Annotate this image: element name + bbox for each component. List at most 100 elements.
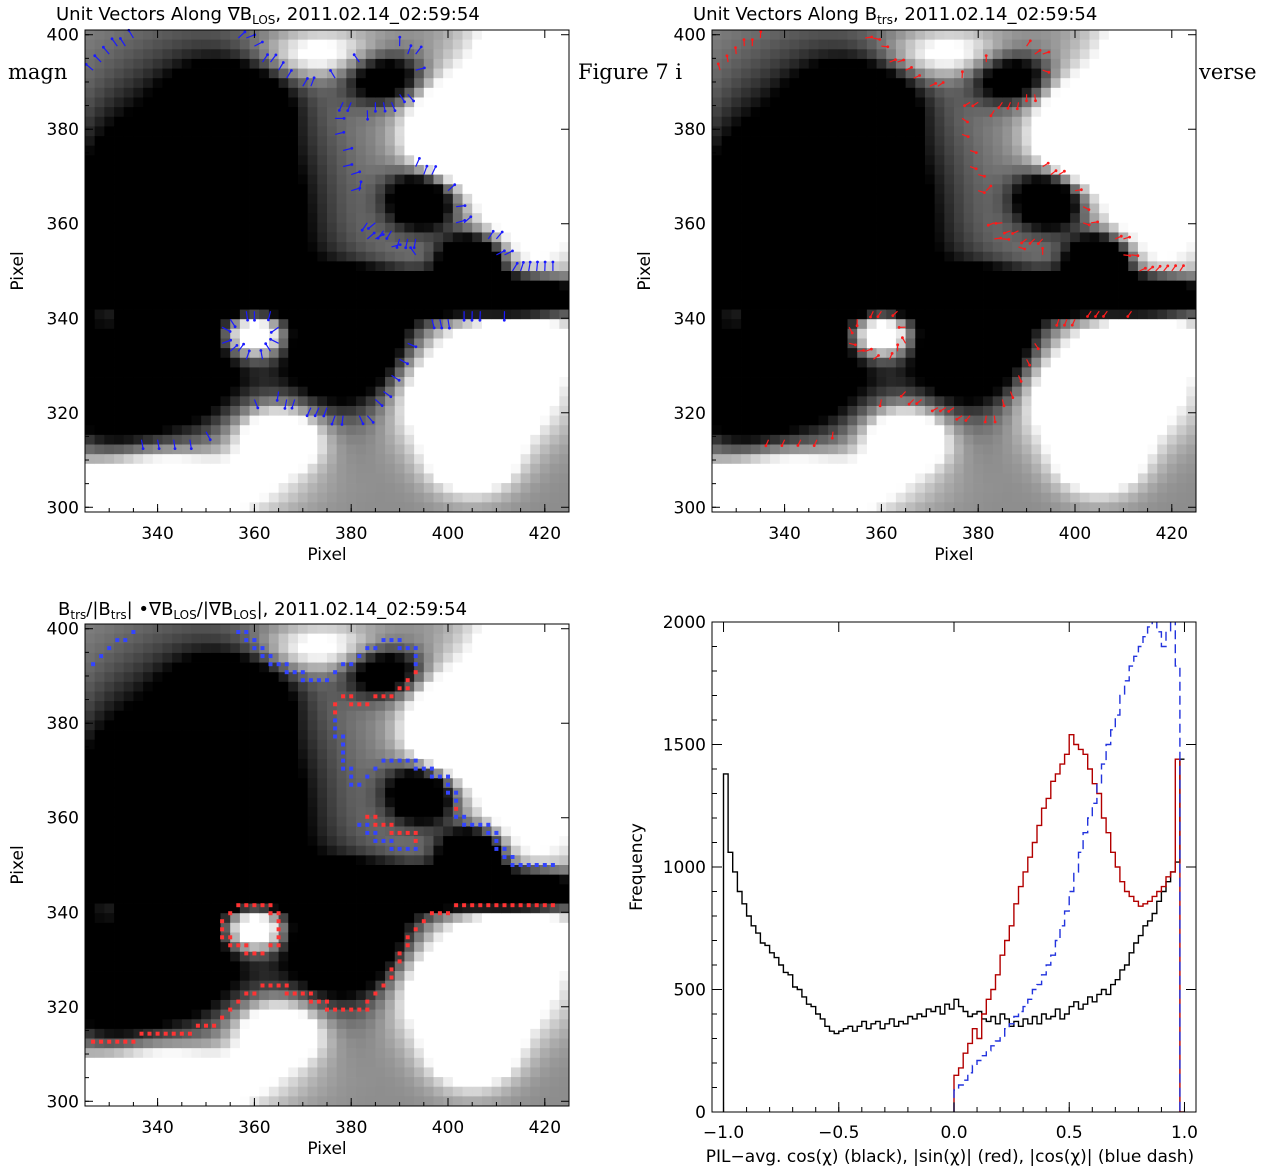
image-pixel bbox=[559, 328, 570, 339]
image-pixel bbox=[905, 136, 916, 147]
image-pixel bbox=[85, 49, 96, 60]
image-pixel bbox=[818, 328, 829, 339]
image-pixel bbox=[452, 405, 463, 416]
image-pixel bbox=[1089, 396, 1100, 407]
image-pixel bbox=[1031, 444, 1042, 455]
image-pixel bbox=[520, 454, 531, 465]
image-pixel bbox=[114, 30, 125, 41]
image-pixel bbox=[1079, 87, 1090, 98]
image-pixel bbox=[530, 222, 541, 233]
image-pixel bbox=[750, 107, 761, 118]
image-pixel bbox=[414, 136, 425, 147]
image-pixel bbox=[741, 126, 752, 137]
image-pixel bbox=[423, 309, 434, 320]
image-pixel bbox=[1002, 30, 1013, 41]
image-pixel bbox=[721, 386, 732, 397]
image-pixel bbox=[886, 39, 897, 50]
image-pixel bbox=[789, 357, 800, 368]
image-pixel bbox=[452, 319, 463, 330]
image-pixel bbox=[501, 319, 512, 330]
image-pixel bbox=[114, 357, 125, 368]
image-pixel bbox=[268, 502, 279, 513]
image-pixel bbox=[895, 367, 906, 378]
image-pixel bbox=[152, 251, 163, 262]
image-pixel bbox=[210, 193, 221, 204]
image-pixel bbox=[1041, 78, 1052, 89]
image-pixel bbox=[162, 49, 173, 60]
image-pixel bbox=[356, 319, 367, 330]
image-pixel bbox=[288, 415, 299, 426]
image-pixel bbox=[510, 483, 521, 494]
image-pixel bbox=[1031, 502, 1042, 513]
image-pixel bbox=[721, 49, 732, 60]
image-pixel bbox=[307, 251, 318, 262]
image-pixel bbox=[1041, 473, 1052, 484]
image-pixel bbox=[1089, 280, 1100, 291]
image-pixel bbox=[510, 405, 521, 416]
image-pixel bbox=[1002, 78, 1013, 89]
image-pixel bbox=[259, 338, 270, 349]
image-pixel bbox=[1108, 107, 1119, 118]
vector-arrow bbox=[447, 319, 450, 329]
image-pixel bbox=[559, 164, 570, 175]
image-pixel bbox=[123, 68, 134, 79]
image-pixel bbox=[770, 136, 781, 147]
image-pixel bbox=[423, 136, 434, 147]
image-pixel bbox=[123, 87, 134, 98]
image-pixel bbox=[934, 415, 945, 426]
image-pixel bbox=[104, 242, 115, 253]
image-pixel bbox=[1002, 97, 1013, 108]
image-pixel bbox=[201, 174, 212, 185]
image-pixel bbox=[983, 492, 994, 503]
image-pixel bbox=[249, 377, 260, 388]
image-pixel bbox=[530, 396, 541, 407]
image-pixel bbox=[549, 386, 560, 397]
image-pixel bbox=[230, 415, 241, 426]
image-pixel bbox=[934, 502, 945, 513]
image-pixel bbox=[1021, 290, 1032, 301]
image-pixel bbox=[423, 107, 434, 118]
image-pixel bbox=[230, 454, 241, 465]
image-pixel bbox=[1108, 405, 1119, 416]
image-pixel bbox=[220, 271, 231, 282]
image-pixel bbox=[1099, 415, 1110, 426]
image-pixel bbox=[452, 328, 463, 339]
image-pixel bbox=[501, 49, 512, 60]
image-pixel bbox=[559, 251, 570, 262]
image-pixel bbox=[886, 473, 897, 484]
image-pixel bbox=[181, 299, 192, 310]
image-pixel bbox=[433, 251, 444, 262]
image-pixel bbox=[375, 396, 386, 407]
image-pixel bbox=[934, 434, 945, 445]
image-pixel bbox=[770, 251, 781, 262]
image-pixel bbox=[731, 367, 742, 378]
image-pixel bbox=[1021, 251, 1032, 262]
image-pixel bbox=[847, 155, 858, 166]
image-pixel bbox=[1070, 434, 1081, 445]
image-pixel bbox=[799, 107, 810, 118]
image-pixel bbox=[123, 502, 134, 513]
image-pixel bbox=[1002, 338, 1013, 349]
image-pixel bbox=[414, 97, 425, 108]
vector-arrow bbox=[399, 93, 406, 103]
image-pixel bbox=[172, 444, 183, 455]
image-pixel bbox=[327, 164, 338, 175]
image-pixel bbox=[915, 213, 926, 224]
arrow-head bbox=[281, 61, 285, 64]
image-pixel bbox=[876, 126, 887, 137]
image-pixel bbox=[915, 261, 926, 272]
image-pixel bbox=[1002, 328, 1013, 339]
image-pixel bbox=[94, 463, 105, 474]
image-pixel bbox=[818, 261, 829, 272]
image-pixel bbox=[828, 78, 839, 89]
image-pixel bbox=[481, 377, 492, 388]
image-pixel bbox=[712, 357, 723, 368]
arrow-head bbox=[157, 447, 161, 450]
image-pixel bbox=[954, 299, 965, 310]
axes: 340 360 380 400 420300320340360380400PixelPi… bbox=[8, 26, 570, 565]
image-pixel bbox=[799, 444, 810, 455]
image-pixel bbox=[375, 271, 386, 282]
image-pixel bbox=[905, 367, 916, 378]
image-pixel bbox=[530, 328, 541, 339]
image-pixel bbox=[181, 463, 192, 474]
